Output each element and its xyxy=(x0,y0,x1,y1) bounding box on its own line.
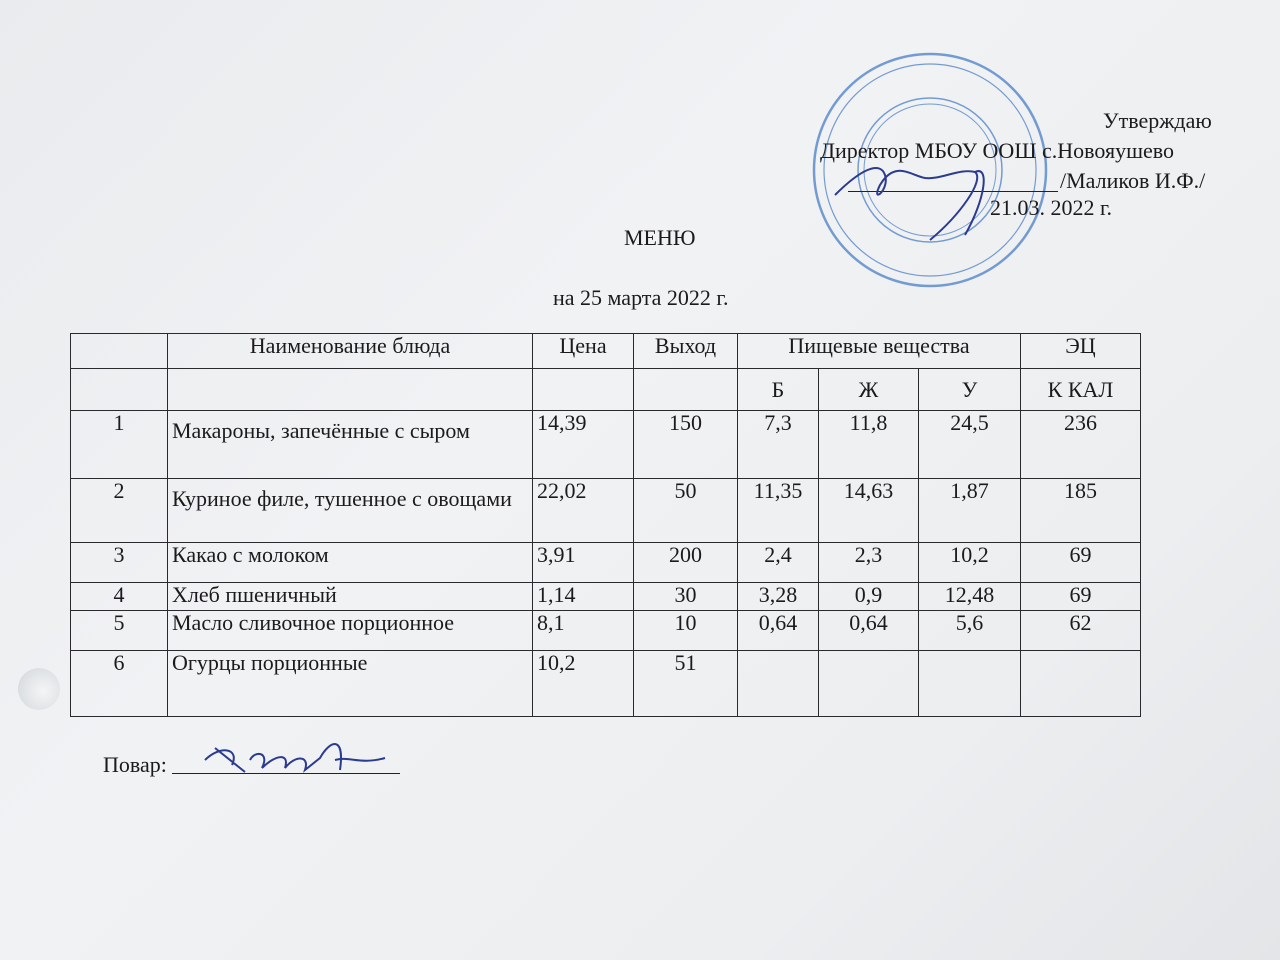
fat: 2,3 xyxy=(818,542,919,583)
subheader-fat: Ж xyxy=(818,368,919,411)
subheader-kcal: К КАЛ xyxy=(1020,368,1141,411)
carbs: 1,87 xyxy=(918,478,1021,543)
menu-table: Наименование блюда Цена Выход Пищевые ве… xyxy=(70,333,1141,717)
yield: 51 xyxy=(633,650,738,717)
kcal xyxy=(1020,650,1141,717)
protein: 3,28 xyxy=(737,582,819,611)
table-row: 3 Какао с молоком 3,91 200 2,4 2,3 10,2 69 xyxy=(70,542,1141,583)
header-energy: ЭЦ xyxy=(1020,333,1141,369)
subheader-carbs: У xyxy=(918,368,1021,411)
approval-name: /Маликов И.Ф./ xyxy=(1060,168,1206,193)
price: 22,02 xyxy=(532,478,634,543)
kcal: 236 xyxy=(1020,410,1141,479)
approval-position: Директор МБОУ ООШ с.Новояушево xyxy=(820,138,1175,163)
punch-hole xyxy=(18,668,60,710)
dish-name: Огурцы порционные xyxy=(167,650,533,717)
header-nutrients: Пищевые вещества xyxy=(737,333,1021,369)
protein: 11,35 xyxy=(737,478,819,543)
dish-name: Макароны, запечённые с сыром xyxy=(167,410,533,479)
fat xyxy=(818,650,919,717)
protein: 2,4 xyxy=(737,542,819,583)
carbs xyxy=(918,650,1021,717)
signature-line xyxy=(848,191,1058,192)
menu-date: на 25 марта 2022 г. xyxy=(553,285,729,310)
header-name: Наименование блюда xyxy=(167,333,533,369)
price: 14,39 xyxy=(532,410,634,479)
approval-title: Утверждаю xyxy=(1103,108,1212,133)
row-number: 6 xyxy=(70,650,168,717)
fat: 14,63 xyxy=(818,478,919,543)
price: 8,1 xyxy=(532,610,634,651)
cook-signature-line xyxy=(172,773,400,774)
row-number: 4 xyxy=(70,582,168,611)
protein: 7,3 xyxy=(737,410,819,479)
dish-name: Масло сливочное порционное xyxy=(167,610,533,651)
approval-date: 21.03. 2022 г. xyxy=(990,195,1113,220)
protein: 0,64 xyxy=(737,610,819,651)
carbs: 10,2 xyxy=(918,542,1021,583)
table-row: 2 Куриное филе, тушенное с овощами 22,02 50… xyxy=(70,478,1141,543)
menu-title: МЕНЮ xyxy=(624,225,696,250)
table-row: 1 Макароны, запечённые с сыром 14,39 150 7,3… xyxy=(70,410,1141,479)
kcal: 69 xyxy=(1020,542,1141,583)
price: 10,2 xyxy=(532,650,634,717)
fat: 0,9 xyxy=(818,582,919,611)
fat: 0,64 xyxy=(818,610,919,651)
dish-name: Куриное филе, тушенное с овощами xyxy=(167,478,533,543)
price: 3,91 xyxy=(532,542,634,583)
header-yield: Выход xyxy=(633,333,738,369)
table-row: 4 Хлеб пшеничный 1,14 30 3,28 0,9 12,48 69 xyxy=(70,582,1141,611)
table-row: 6 Огурцы порционные 10,2 51 xyxy=(70,650,1141,717)
yield: 200 xyxy=(633,542,738,583)
kcal: 185 xyxy=(1020,478,1141,543)
yield: 50 xyxy=(633,478,738,543)
cook-label: Повар: xyxy=(103,752,167,777)
table-row: 5 Масло сливочное порционное 8,1 10 0,64 0,64… xyxy=(70,610,1141,651)
row-number: 1 xyxy=(70,410,168,479)
dish-name: Хлеб пшеничный xyxy=(167,582,533,611)
kcal: 62 xyxy=(1020,610,1141,651)
